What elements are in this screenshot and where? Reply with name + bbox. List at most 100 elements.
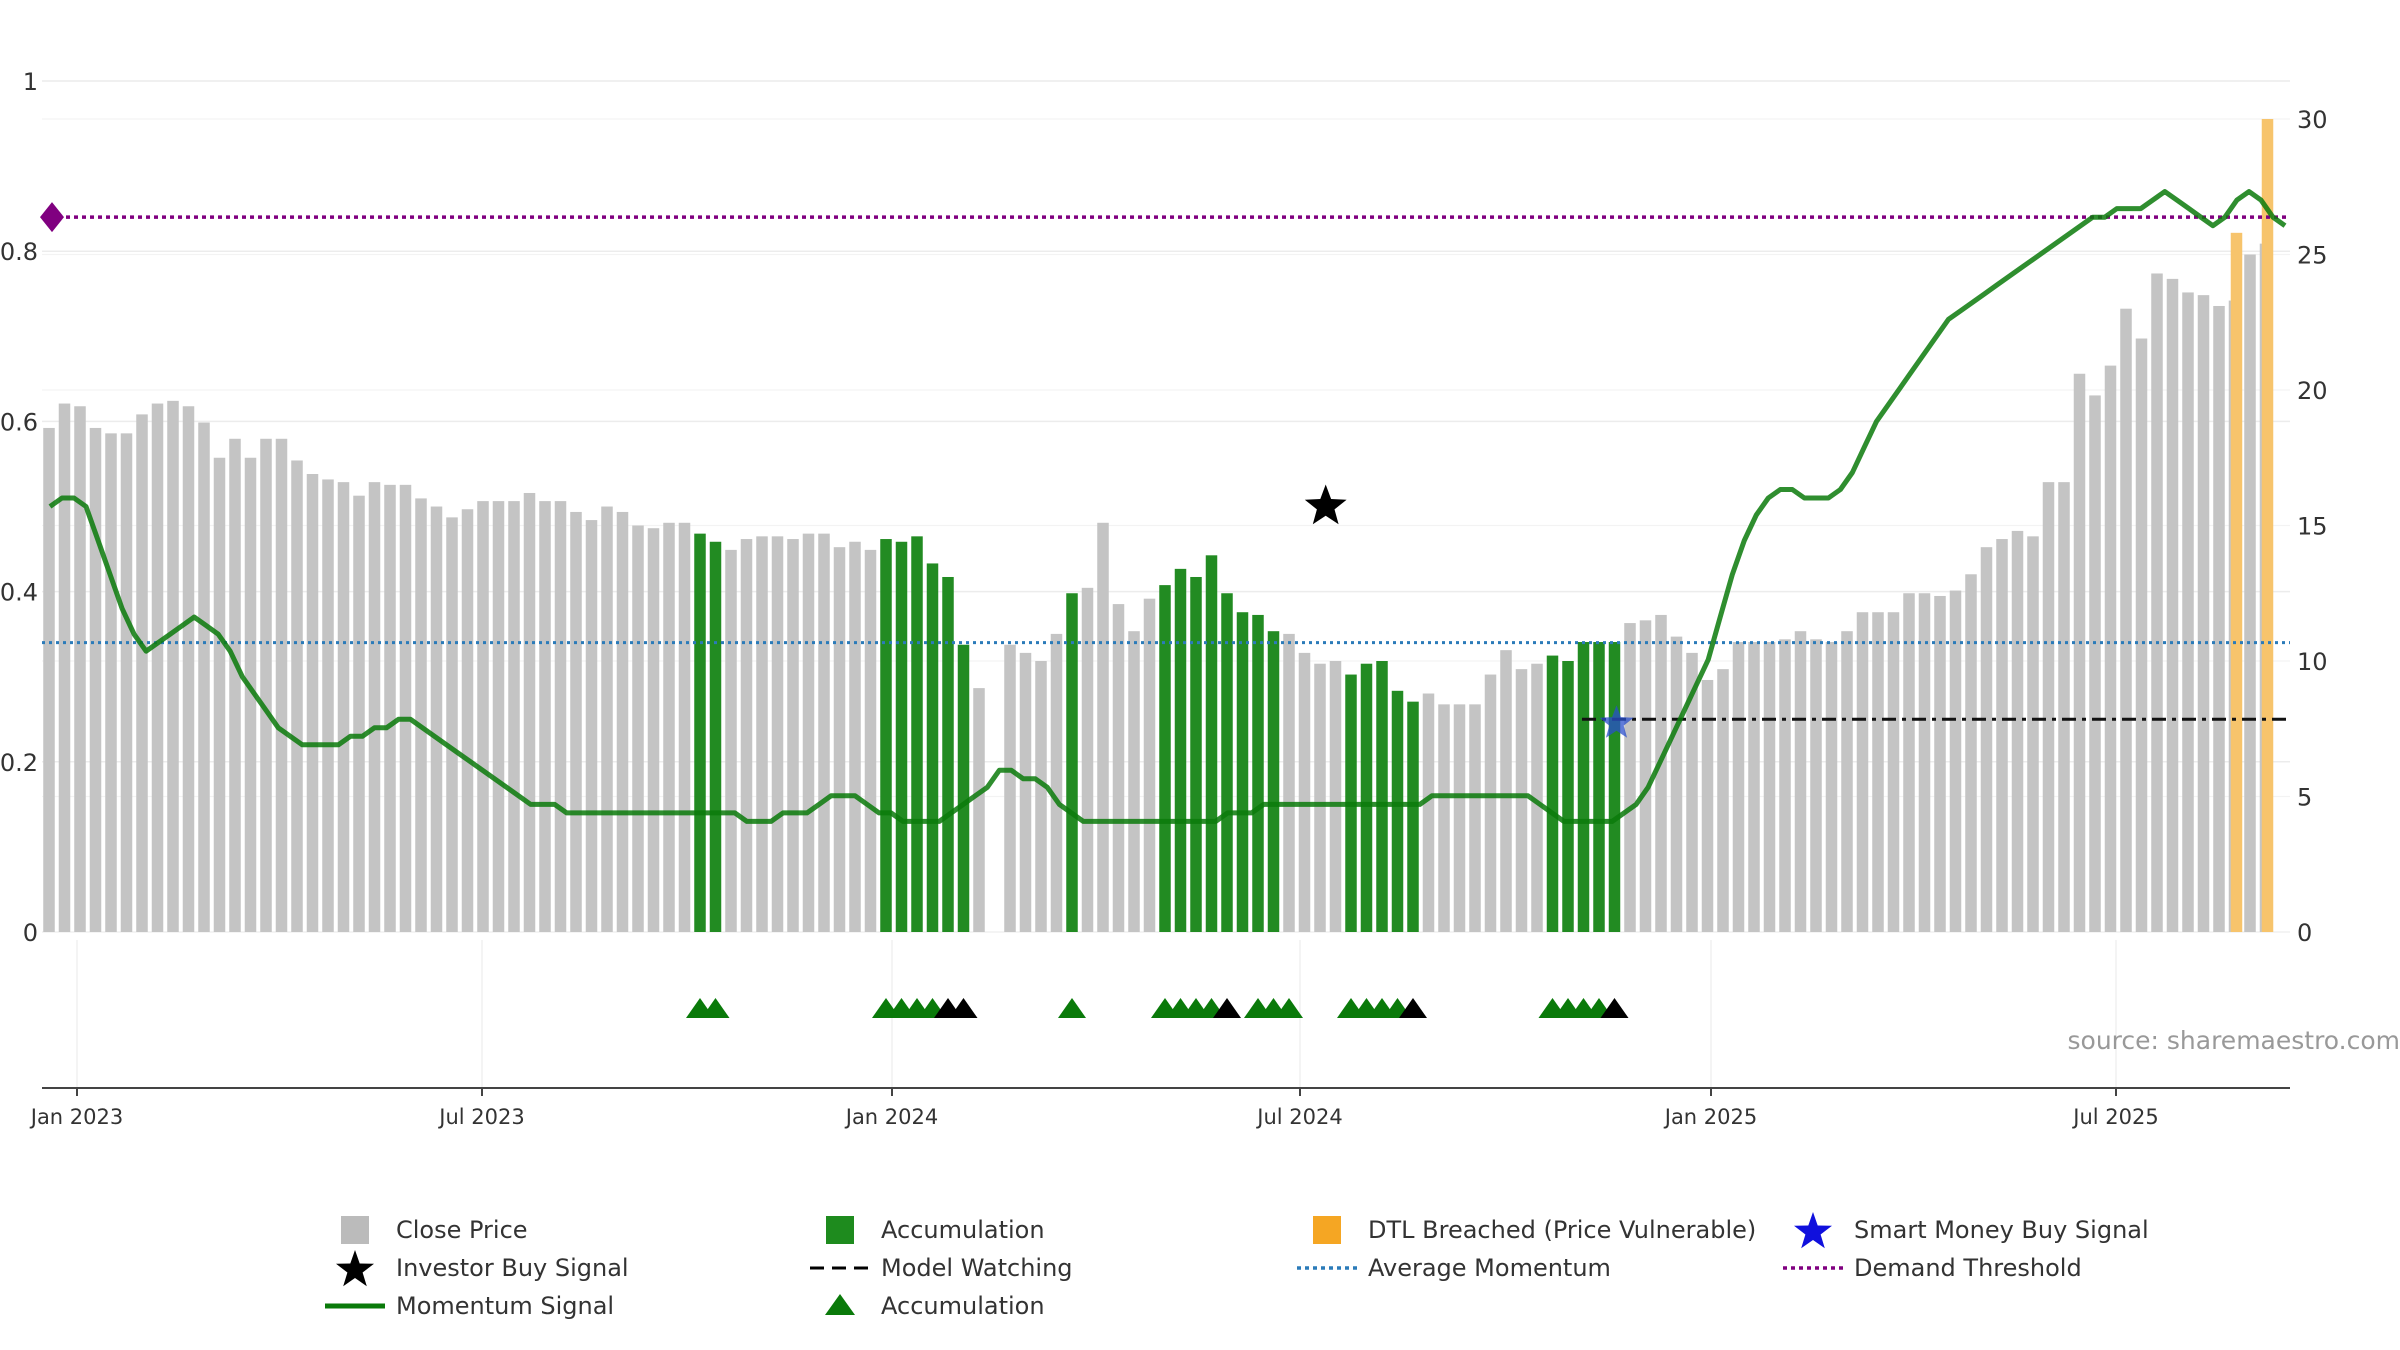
close-price-bar [1515, 669, 1528, 932]
left-tick-label: 0.4 [0, 579, 38, 607]
accumulation-bar [1190, 576, 1202, 932]
accumulation-bar [709, 541, 722, 932]
legend-item: Accumulation [826, 1216, 1045, 1244]
accumulation-triangle [1275, 998, 1303, 1018]
close-price-bar [1794, 631, 1807, 932]
close-price-bar [353, 495, 365, 932]
close-price-bar [1019, 652, 1032, 932]
close-price-bar [1422, 693, 1435, 932]
close-price-bar [368, 482, 381, 932]
close-price-bar [1841, 631, 1853, 932]
legend-item: Smart Money Buy Signal [1794, 1212, 2149, 1249]
left-tick-label: 0.2 [0, 749, 38, 777]
close-price-bar [864, 549, 877, 932]
accumulation-bar [1174, 568, 1187, 932]
legend: Close Price Accumulation DTL Breached (Pri… [325, 1212, 2149, 1320]
close-price-bar [1329, 661, 1342, 932]
close-price-bar [1717, 669, 1729, 932]
momentum-signal-line [48, 189, 2287, 824]
close-price-bar [2182, 292, 2194, 932]
close-price-bar [833, 547, 846, 932]
x-tick-label: Jul 2023 [437, 1105, 524, 1129]
close-price-bar [198, 422, 210, 932]
accumulation-bar [1546, 655, 1559, 932]
close-price-bar [58, 403, 71, 932]
close-price-bar [2120, 308, 2132, 932]
close-price-bar [1112, 604, 1125, 932]
right-tick-label: 10 [2297, 648, 2328, 676]
close-price-bar [337, 482, 350, 932]
close-price-bar [849, 541, 861, 932]
accumulation-bar [911, 536, 923, 932]
legend-label: Accumulation [881, 1292, 1045, 1320]
close-price-bar [1748, 642, 1760, 932]
accumulation-bar [1221, 593, 1233, 932]
accumulation-bar [1252, 614, 1264, 932]
legend-item: DTL Breached (Price Vulnerable) [1313, 1216, 1756, 1244]
legend-item: Accumulation [825, 1292, 1045, 1320]
close-price-bar [1143, 598, 1156, 932]
close-price-bar [1856, 612, 1869, 932]
close-price-bar [229, 438, 241, 932]
legend-swatch [1313, 1216, 1341, 1244]
accumulation-bar [1376, 661, 1388, 932]
markers [40, 202, 1634, 1018]
close-price-bar [632, 525, 644, 932]
legend-item: Average Momentum [1297, 1254, 1611, 1282]
close-price-bar [2151, 273, 2163, 933]
close-price-bar [1903, 593, 1915, 932]
legend-item: Momentum Signal [325, 1292, 614, 1320]
right-tick-label: 15 [2297, 513, 2328, 541]
close-price-bar [399, 484, 412, 932]
close-price-bar [260, 438, 272, 932]
accumulation-bar [1608, 642, 1621, 932]
left-tick-label: 0.6 [0, 408, 38, 436]
legend-label: Demand Threshold [1854, 1254, 2082, 1282]
close-price-bar [136, 414, 148, 932]
close-price-bar [1438, 704, 1450, 932]
close-price-bar [1624, 623, 1636, 932]
close-price-bar [415, 498, 427, 932]
accumulation-triangle [1399, 998, 1427, 1018]
x-tick-label: Jan 2025 [1663, 1105, 1758, 1129]
close-price-bar [1469, 704, 1481, 932]
close-price-bar [1810, 639, 1822, 932]
close-price-bar [1484, 674, 1497, 932]
close-price-bar [151, 403, 164, 932]
close-price-bar [1763, 642, 1776, 932]
close-price-bar [2135, 338, 2148, 932]
close-price-bar [1779, 639, 1791, 932]
close-price-bar [1283, 633, 1295, 932]
accumulation-bar [1360, 663, 1373, 932]
close-price-bar [647, 528, 660, 932]
close-price-bar [89, 427, 102, 932]
legend-label: Model Watching [881, 1254, 1073, 1282]
close-price-bar [523, 492, 536, 932]
close-price-bar [182, 406, 195, 932]
accumulation-bar [926, 563, 939, 932]
close-price-bar [2166, 278, 2179, 932]
dtl-breached-bar [2230, 232, 2243, 932]
accumulation-bar [1205, 555, 1218, 932]
close-price-bar [1004, 644, 1016, 932]
close-price-bar [1701, 679, 1714, 932]
close-price-bar [2027, 536, 2039, 932]
close-price-bar [167, 400, 179, 933]
close-price-bar [2244, 254, 2256, 932]
accumulation-bar [1159, 585, 1171, 932]
close-price-bar [1128, 631, 1140, 932]
legend-item: Model Watching [810, 1254, 1073, 1282]
close-price-bar [1298, 652, 1311, 932]
accumulation-bar [957, 644, 970, 932]
left-tick-label: 1 [23, 68, 38, 96]
close-price-bar [430, 506, 443, 932]
close-price-bar [1686, 652, 1698, 932]
right-tick-label: 25 [2297, 242, 2328, 270]
lines [42, 189, 2290, 824]
close-price-bar [2213, 305, 2225, 932]
close-price-bar [74, 406, 86, 932]
close-price-bar [2073, 373, 2086, 932]
accumulation-bar [1407, 701, 1419, 932]
close-price-bar [1670, 636, 1683, 932]
